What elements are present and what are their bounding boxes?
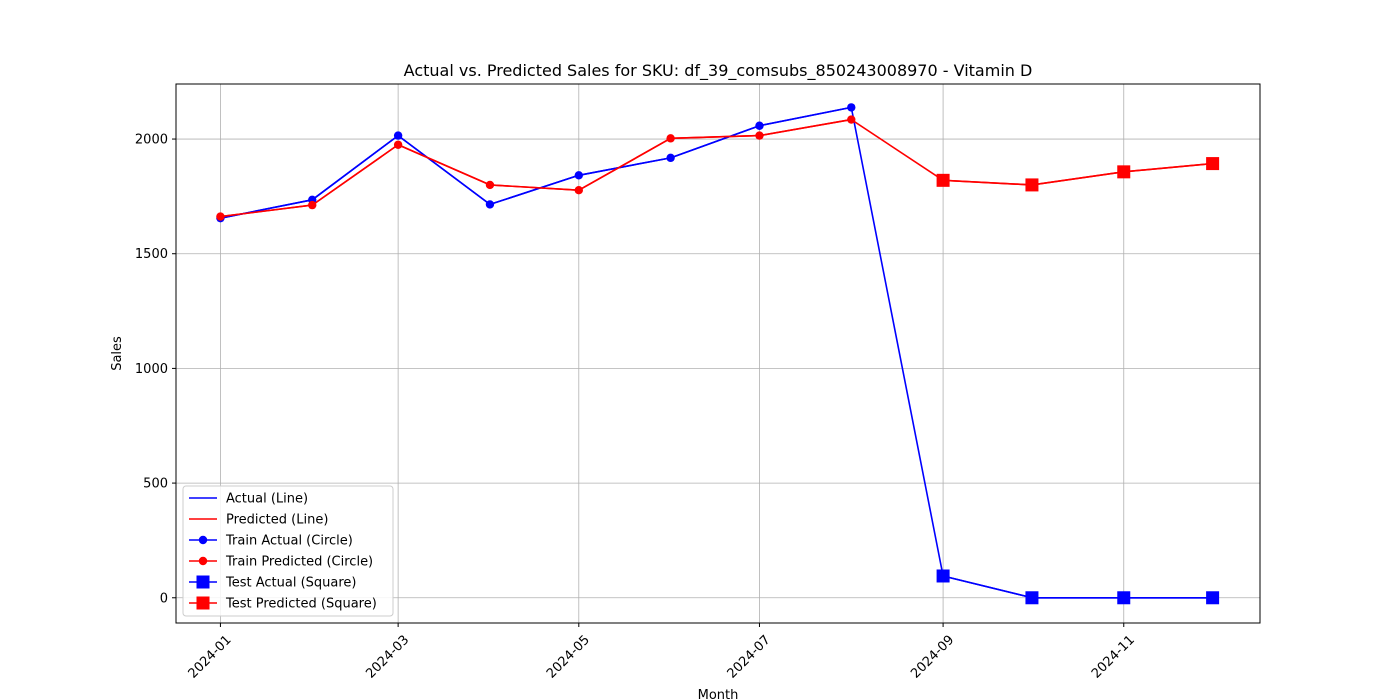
data-point-square xyxy=(1117,165,1131,179)
data-point-circle xyxy=(393,131,403,140)
legend-item: Test Predicted (Square) xyxy=(189,596,377,612)
data-point-circle xyxy=(485,180,495,190)
legend-item: Actual (Line) xyxy=(189,492,308,507)
legend-swatch-circle xyxy=(198,535,208,545)
data-point-square xyxy=(1206,591,1220,605)
legend-box xyxy=(182,485,394,617)
legend-swatch-square xyxy=(196,575,210,589)
legend-label: Test Actual (Square) xyxy=(225,576,357,591)
data-point-circle xyxy=(485,200,495,209)
series-line xyxy=(943,162,1213,186)
legend-item: Train Actual (Circle) xyxy=(189,534,353,549)
data-point-circle xyxy=(847,115,856,124)
y-tick-label: 2000 xyxy=(135,133,168,148)
y-tick-label: 1500 xyxy=(135,247,168,262)
legend-item: Train Predicted (Circle) xyxy=(189,555,373,570)
axes-frame xyxy=(175,83,1261,624)
legend: Actual (Line) Predicted (Line) Train Actua… xyxy=(182,485,394,617)
data-point-circle xyxy=(574,171,583,180)
data-point-circle xyxy=(216,212,225,221)
y-tick-label: 0 xyxy=(160,591,168,606)
series-test-actual-square xyxy=(936,569,1220,605)
data-point-circle xyxy=(666,153,675,163)
series-test-predicted-square xyxy=(936,157,1220,192)
data-point-circle xyxy=(308,200,317,210)
data-point-square xyxy=(1206,157,1220,171)
legend-swatch-circle xyxy=(198,556,208,566)
data-point-circle xyxy=(847,103,856,112)
data-point-circle xyxy=(755,131,764,140)
y-axis-label: Sales xyxy=(110,336,125,371)
legend-label: Predicted (Line) xyxy=(226,513,328,528)
x-axis-label: Month xyxy=(698,688,739,700)
data-point-square xyxy=(1117,591,1131,605)
legend-item: Test Actual (Square) xyxy=(189,575,357,591)
legend-label: Actual (Line) xyxy=(226,492,308,507)
plot-area xyxy=(216,103,1220,605)
chart-title: Actual vs. Predicted Sales for SKU: df_3… xyxy=(404,61,1033,81)
data-point-square xyxy=(1025,178,1039,192)
data-point-square xyxy=(936,173,950,187)
series-line xyxy=(220,118,852,218)
data-point-circle xyxy=(666,134,675,143)
data-point-square xyxy=(1025,591,1039,605)
legend-label: Train Predicted (Circle) xyxy=(225,555,373,570)
legend-swatch-square xyxy=(196,596,210,610)
series-train-predicted-circle xyxy=(216,115,856,221)
series-line xyxy=(942,575,1213,599)
data-point-circle xyxy=(393,140,403,149)
series-line xyxy=(220,106,852,219)
legend-label: Train Actual (Circle) xyxy=(225,534,353,549)
legend-item: Predicted (Line) xyxy=(189,513,328,528)
legend-label: Test Predicted (Square) xyxy=(225,597,377,612)
data-point-circle xyxy=(755,121,764,130)
y-tick-label: 500 xyxy=(143,477,168,492)
data-point-square xyxy=(936,569,950,583)
data-point-circle xyxy=(574,185,583,195)
y-tick-label: 1000 xyxy=(135,362,168,377)
